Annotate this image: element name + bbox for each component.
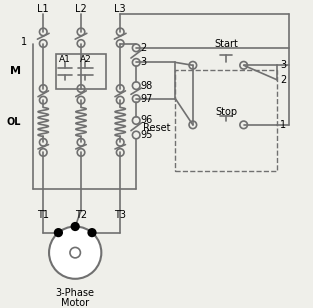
Circle shape [88,229,96,237]
Text: OL: OL [7,117,22,127]
Text: T1: T1 [37,210,49,220]
Text: 98: 98 [141,81,153,91]
Text: M: M [10,66,22,76]
Text: L1: L1 [38,4,49,14]
Text: 95: 95 [141,130,153,140]
Text: Start: Start [214,38,238,48]
Bar [175,70,277,171]
Circle shape [71,223,79,230]
Text: A2: A2 [80,55,91,64]
Circle shape [49,226,101,279]
Text: 2: 2 [141,43,147,53]
Text: Reset: Reset [143,123,171,133]
Text: Motor: Motor [61,298,89,308]
Text: 1: 1 [21,37,27,47]
Text: A1: A1 [59,55,71,64]
Text: 2: 2 [280,75,286,85]
Text: 1: 1 [280,120,286,130]
Text: 3: 3 [141,57,147,67]
Text: T2: T2 [75,210,87,220]
Text: 96: 96 [141,116,153,125]
Text: 3-Phase: 3-Phase [56,287,95,298]
Text: Stop: Stop [215,107,237,117]
Text: L3: L3 [115,4,126,14]
Text: T3: T3 [114,210,126,220]
Text: 3: 3 [280,60,286,70]
Text: 97: 97 [141,94,153,104]
Bar [56,54,106,88]
Text: L2: L2 [75,4,87,14]
Circle shape [54,229,62,237]
